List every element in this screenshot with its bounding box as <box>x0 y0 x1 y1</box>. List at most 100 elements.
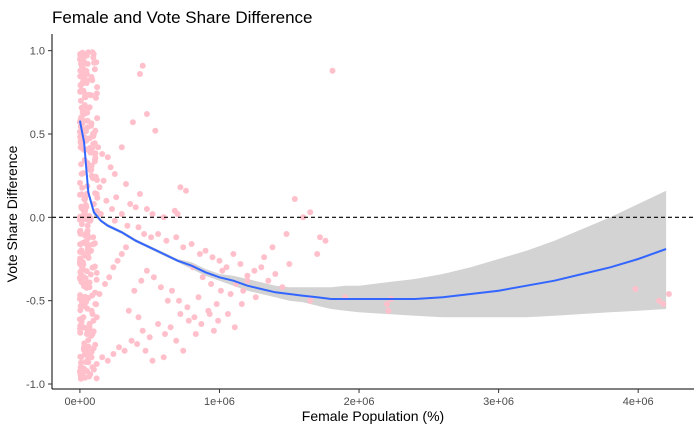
data-point <box>160 354 167 361</box>
data-point <box>209 254 216 261</box>
data-point <box>80 170 87 177</box>
data-point <box>136 71 143 77</box>
data-point <box>148 234 155 241</box>
data-point <box>79 264 85 271</box>
trend-line <box>78 120 667 300</box>
data-point <box>86 321 93 327</box>
data-point <box>96 291 103 297</box>
data-point <box>660 301 667 307</box>
data-point <box>215 317 222 324</box>
data-point <box>173 234 180 241</box>
data-point <box>93 191 100 197</box>
data-point <box>174 211 181 217</box>
data-point <box>85 49 92 56</box>
data-point <box>104 154 111 161</box>
data-point <box>93 94 99 101</box>
data-point <box>131 287 138 294</box>
data-point <box>198 321 205 327</box>
data-point <box>111 171 118 177</box>
data-point <box>109 206 115 212</box>
data-point <box>88 74 95 80</box>
data-point <box>82 202 89 208</box>
data-point <box>77 179 83 186</box>
data-point <box>92 150 99 157</box>
data-point <box>88 247 95 254</box>
data-point <box>286 261 293 267</box>
data-point <box>206 311 213 317</box>
data-point <box>269 244 276 251</box>
data-point <box>143 267 150 274</box>
data-point <box>329 67 336 74</box>
data-point <box>94 84 101 91</box>
data-point <box>93 361 100 367</box>
data-point <box>155 321 162 327</box>
confidence-ribbon <box>79 117 667 318</box>
data-point <box>127 201 134 207</box>
data-point <box>102 281 108 287</box>
data-point <box>322 237 329 244</box>
data-point <box>77 329 84 335</box>
data-point <box>210 327 217 334</box>
data-point <box>80 314 87 321</box>
data-point <box>149 357 156 364</box>
data-point <box>139 62 146 69</box>
data-point <box>155 231 162 237</box>
data-point <box>157 284 164 291</box>
data-point <box>83 331 90 337</box>
data-point <box>169 287 175 294</box>
data-point <box>146 334 153 341</box>
data-point <box>97 211 104 217</box>
x-tick-label: 2e+06 <box>344 396 375 408</box>
data-point <box>132 204 139 211</box>
y-tick-label: 0.5 <box>30 129 45 141</box>
data-point <box>84 117 91 124</box>
data-point <box>77 364 84 371</box>
data-point <box>128 337 135 344</box>
data-point <box>103 197 110 204</box>
data-point <box>77 229 84 236</box>
data-point <box>79 81 85 87</box>
data-point <box>85 337 92 344</box>
data-point <box>87 149 94 156</box>
data-point <box>99 151 106 157</box>
data-point <box>86 145 93 151</box>
data-point <box>237 261 244 267</box>
data-point <box>82 94 89 101</box>
points-layer <box>76 49 672 382</box>
data-point <box>82 297 89 304</box>
data-point <box>135 314 142 321</box>
data-point <box>78 354 85 361</box>
data-point <box>94 115 101 122</box>
data-point <box>79 273 86 280</box>
data-point <box>84 222 91 229</box>
data-point <box>85 281 92 287</box>
data-point <box>244 272 251 279</box>
data-point <box>196 251 203 257</box>
data-point <box>300 214 307 221</box>
data-point <box>384 301 390 307</box>
data-point <box>135 224 142 231</box>
data-point <box>632 286 639 292</box>
x-tick-label: 4e+06 <box>623 396 654 408</box>
data-point <box>199 274 206 281</box>
data-point <box>150 274 157 281</box>
data-point <box>213 301 220 307</box>
data-point <box>93 90 100 97</box>
data-point <box>152 127 159 134</box>
x-axis-label: Female Population (%) <box>302 408 444 424</box>
data-point <box>95 144 102 151</box>
data-point <box>129 119 136 126</box>
data-point <box>191 314 198 321</box>
data-point <box>162 331 168 337</box>
data-point <box>176 297 182 304</box>
y-axis-label: Vote Share Difference <box>4 145 20 282</box>
data-point <box>125 307 132 314</box>
data-point <box>111 217 118 224</box>
data-point <box>231 324 238 331</box>
data-point <box>84 227 91 234</box>
data-point <box>86 104 93 111</box>
data-point <box>90 264 97 271</box>
data-point <box>173 337 180 344</box>
